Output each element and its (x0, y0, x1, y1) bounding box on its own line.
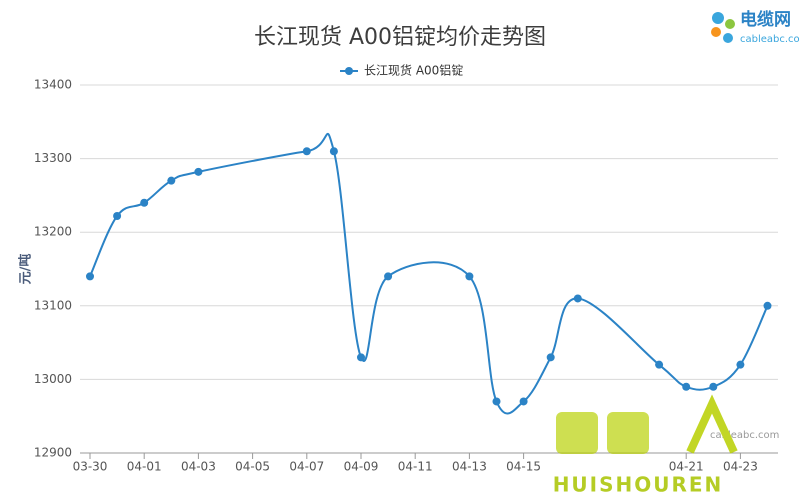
data-point (709, 382, 718, 391)
x-tick-label: 04-23 (723, 460, 758, 474)
logo-dot (712, 12, 724, 24)
x-tick-label: 04-07 (289, 460, 324, 474)
logo: 电缆网 cableabc.com (711, 9, 800, 45)
data-point (682, 382, 691, 391)
data-point (329, 147, 338, 156)
data-point (519, 397, 528, 406)
data-point (465, 272, 474, 281)
x-tick-label: 04-09 (344, 460, 379, 474)
logo-dot (725, 19, 735, 29)
y-tick-label: 13000 (34, 372, 72, 386)
logo-dot (723, 33, 733, 43)
chart-title: 长江现货 A00铝锭均价走势图 (254, 25, 546, 50)
x-tick-label: 04-11 (398, 460, 433, 474)
data-point (736, 360, 745, 369)
data-point (167, 176, 176, 185)
y-tick-label: 13100 (34, 298, 72, 312)
watermark-site: cableabc.com (710, 430, 779, 441)
x-tick-label: 04-15 (506, 460, 541, 474)
data-point (140, 198, 149, 207)
x-tick-label: 04-21 (669, 460, 704, 474)
x-tick-label: 04-05 (235, 460, 270, 474)
data-point (384, 272, 393, 281)
y-tick-label: 13300 (34, 151, 72, 165)
watermark-icon (607, 412, 649, 454)
legend-label: 长江现货 A00铝锭 (364, 63, 463, 78)
y-tick-label: 13200 (34, 225, 72, 239)
watermark: cableabc.com HUISHOUREN (553, 394, 779, 497)
data-point (546, 353, 555, 362)
watermark-icon (686, 394, 738, 454)
data-point (655, 360, 664, 369)
y-tick-label: 13400 (34, 78, 72, 92)
legend-dot (345, 67, 353, 75)
y-axis-title: 元/吨 (18, 254, 34, 285)
data-point (573, 294, 582, 303)
data-point (86, 272, 94, 281)
data-point (492, 397, 501, 406)
data-point (113, 212, 122, 221)
logo-name: 电缆网 (740, 9, 791, 30)
legend: 长江现货 A00铝锭 (340, 63, 463, 78)
series-line (89, 133, 769, 415)
data-point (194, 167, 203, 176)
x-tick-label: 03-30 (73, 460, 108, 474)
logo-site: cableabc.com (740, 34, 800, 45)
y-tick-label: 12900 (34, 446, 72, 460)
plot: 12900 13000 13100 13200 13300 13400 03-30 04-01… (34, 78, 778, 474)
logo-dot (711, 27, 721, 37)
x-tick-label: 04-13 (452, 460, 487, 474)
x-tick-label: 04-03 (181, 460, 216, 474)
data-point (302, 147, 311, 156)
watermark-brand: HUISHOUREN (553, 473, 724, 497)
x-tick-label: 04-01 (127, 460, 162, 474)
data-point (763, 301, 772, 310)
data-point (357, 353, 365, 362)
watermark-icon (556, 412, 598, 454)
